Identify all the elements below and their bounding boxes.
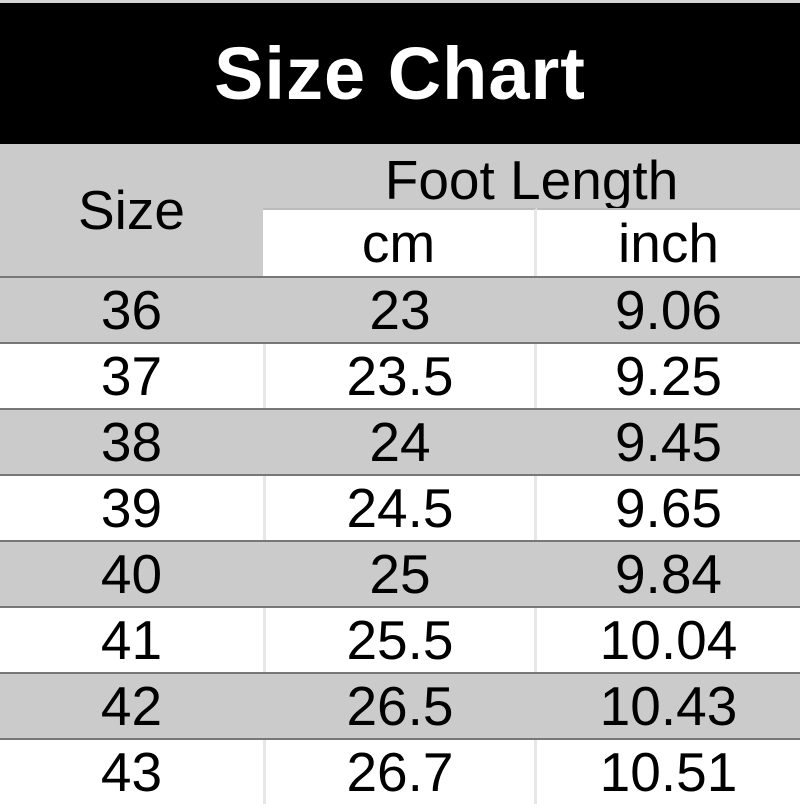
cell-size: 39 [100, 477, 163, 539]
top-edge-strip [0, 0, 800, 3]
cell-cm: 25.5 [263, 608, 537, 672]
cell-inch: 9.25 [614, 345, 723, 407]
table-row: 40 25 9.84 [0, 540, 800, 608]
table-row: 36 23 9.06 [0, 276, 800, 344]
column-header-size-label: Size [78, 179, 185, 241]
table-row: 41 25.5 10.04 [0, 608, 800, 672]
table-row: 37 23.5 9.25 [0, 344, 800, 408]
column-header-cm-label: cm [361, 212, 436, 274]
cell-cm: 26.7 [263, 740, 537, 804]
cell-cm: 25 [369, 543, 431, 605]
column-header-size: Size [0, 144, 263, 276]
cell-inch: 9.65 [614, 477, 723, 539]
cell-size: 38 [100, 411, 163, 473]
cell-inch: 9.06 [614, 279, 723, 341]
banner: Size Chart [0, 3, 800, 144]
cell-inch: 10.04 [599, 609, 738, 671]
cell-cm: 23.5 [263, 344, 537, 408]
cell-size: 43 [100, 741, 163, 803]
cell-cm: 24 [369, 411, 431, 473]
table-row: 39 24.5 9.65 [0, 476, 800, 540]
table-row: 43 26.7 10.51 [0, 740, 800, 804]
cell-size: 42 [100, 675, 163, 737]
cell-size: 37 [100, 345, 163, 407]
cell-cm: 23 [369, 279, 431, 341]
column-header-inch: inch [537, 208, 800, 276]
cell-inch: 10.43 [599, 675, 738, 737]
cell-inch: 9.45 [614, 411, 723, 473]
cell-inch: 10.51 [599, 741, 738, 803]
column-header-foot-length-label: Foot Length [384, 149, 679, 211]
cell-size: 40 [100, 543, 163, 605]
cell-size: 36 [100, 279, 163, 341]
column-header-foot-length: Foot Length [263, 144, 800, 211]
column-header-inch-label: inch [618, 212, 719, 274]
table-row: 38 24 9.45 [0, 408, 800, 476]
table-header: Size Foot Length cm inch [0, 144, 800, 276]
table-row: 42 26.5 10.43 [0, 672, 800, 740]
cell-size: 41 [100, 609, 163, 671]
cell-cm: 24.5 [263, 476, 537, 540]
cell-inch: 9.84 [614, 543, 723, 605]
cell-cm: 26.5 [346, 675, 454, 737]
page-title: Size Chart [214, 32, 586, 115]
column-header-cm: cm [263, 208, 537, 276]
table-body: 36 23 9.06 37 23.5 9.25 38 24 9.45 39 24… [0, 276, 800, 804]
